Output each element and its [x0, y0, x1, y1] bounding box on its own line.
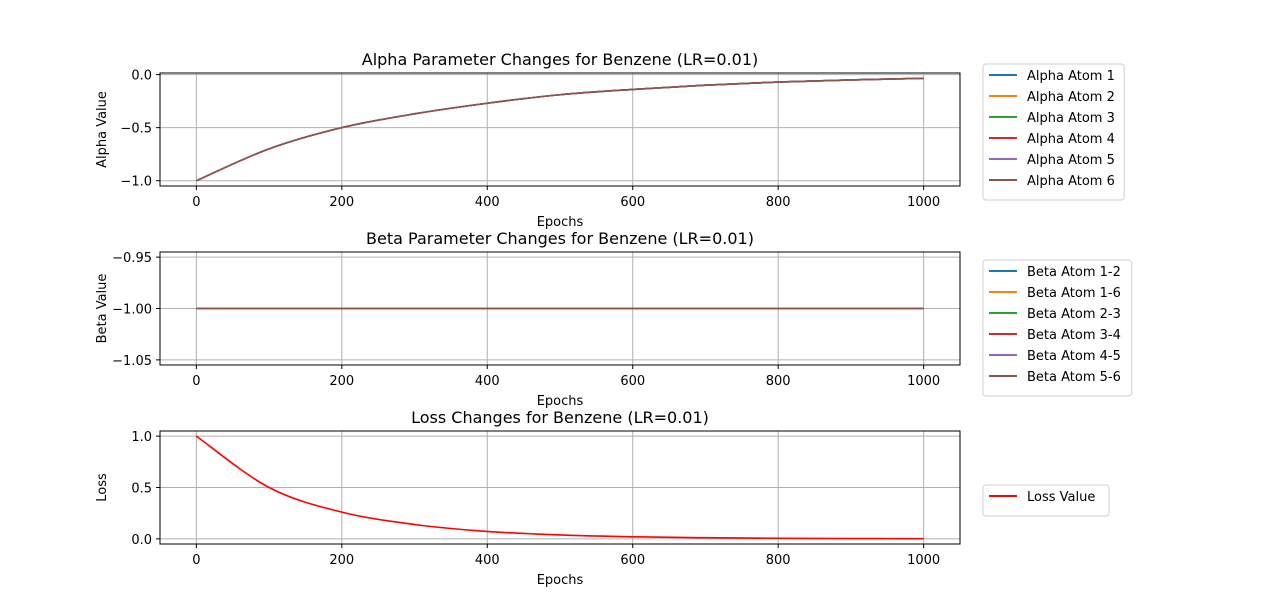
subplot-3: 0 200 400 600 800 1000 1.0 0.5 0.0 Loss Changes f… [95, 408, 1110, 588]
x-tick-label: 600 [620, 195, 645, 210]
x-tick-label: 0 [192, 374, 200, 389]
x-tick-label: 600 [620, 553, 645, 568]
legend-box [982, 63, 1125, 201]
legend-item: Alpha Atom 3 [989, 111, 1115, 126]
x-tick-label: 800 [766, 374, 791, 389]
legend-label: Beta Atom 2-3 [1027, 307, 1121, 322]
x-tick-label: 400 [475, 553, 500, 568]
x-tick-label: 200 [329, 553, 354, 568]
y-tick-label: 1.0 [131, 430, 152, 445]
x-tick-label: 800 [766, 553, 791, 568]
legend-label: Alpha Atom 2 [1027, 90, 1115, 105]
legend-item: Loss Value [989, 490, 1095, 505]
x-axis-label: Epochs [537, 215, 584, 230]
chart-title: Loss Changes for Benzene (LR=0.01) [411, 408, 709, 427]
y-tick-label: −0.5 [120, 122, 152, 137]
y-tick-label: −1.0 [120, 175, 152, 190]
legend-item: Alpha Atom 1 [989, 69, 1115, 84]
y-tick-label: −1.00 [112, 303, 152, 318]
x-axis-label: Epochs [537, 394, 584, 409]
axes-frame [159, 72, 961, 187]
legend: Loss Value [982, 484, 1110, 517]
legend-label: Beta Atom 1-6 [1027, 286, 1121, 301]
y-tick-label: 0.0 [131, 69, 152, 84]
legend-label: Beta Atom 5-6 [1027, 370, 1121, 385]
legend-label: Alpha Atom 4 [1027, 132, 1115, 147]
series-line-1 [195, 435, 924, 540]
legend-item: Beta Atom 3-4 [989, 328, 1121, 343]
x-tick-label: 1000 [907, 374, 940, 389]
legend-item: Alpha Atom 2 [989, 90, 1115, 105]
series-line-6 [196, 77, 924, 182]
legend-item: Alpha Atom 5 [989, 153, 1115, 168]
y-tick-label: −1.05 [112, 354, 152, 369]
legend-item: Beta Atom 1-2 [989, 265, 1121, 280]
y-tick-label: 0.5 [131, 482, 152, 497]
y-tick-label: 0.0 [131, 533, 152, 548]
legend-label: Beta Atom 4-5 [1027, 349, 1121, 364]
legend-label: Alpha Atom 6 [1027, 174, 1115, 189]
x-tick-label: 0 [192, 195, 200, 210]
x-axis-label: Epochs [537, 573, 584, 588]
legend-label: Alpha Atom 3 [1027, 111, 1115, 126]
x-tick-label: 400 [475, 374, 500, 389]
x-tick-label: 800 [766, 195, 791, 210]
legend-item: Alpha Atom 4 [989, 132, 1115, 147]
chart-title: Alpha Parameter Changes for Benzene (LR=… [362, 50, 759, 69]
legend: Beta Atom 1-2 Beta Atom 1-6 Beta Atom 2-3 B… [982, 259, 1133, 397]
legend: Alpha Atom 1 Alpha Atom 2 Alpha Atom 3 Alph… [982, 63, 1125, 201]
y-tick-label: −0.95 [112, 251, 152, 266]
y-axis-label: Loss [95, 473, 110, 502]
legend-box [982, 484, 1110, 517]
legend-item: Beta Atom 4-5 [989, 349, 1121, 364]
legend-label: Loss Value [1027, 490, 1095, 505]
legend-item: Beta Atom 1-6 [989, 286, 1121, 301]
x-tick-label: 0 [192, 553, 200, 568]
x-tick-label: 1000 [907, 195, 940, 210]
x-tick-label: 400 [475, 195, 500, 210]
x-tick-label: 200 [329, 195, 354, 210]
subplot-1: 0 200 400 600 800 1000 0.0 −0.5 −1.0 Alpha Parame… [95, 50, 1125, 230]
x-tick-label: 600 [620, 374, 645, 389]
legend-label: Alpha Atom 1 [1027, 69, 1115, 84]
legend-label: Beta Atom 1-2 [1027, 265, 1121, 280]
legend-label: Beta Atom 3-4 [1027, 328, 1121, 343]
legend-box [982, 259, 1133, 397]
subplot-2: 0 200 400 600 800 1000 −0.95 −1.00 −1.05 Beta Par… [95, 229, 1133, 409]
legend-label: Alpha Atom 5 [1027, 153, 1115, 168]
y-axis-label: Beta Value [95, 274, 110, 344]
chart-title: Beta Parameter Changes for Benzene (LR=0… [366, 229, 754, 248]
legend-item: Beta Atom 2-3 [989, 307, 1121, 322]
x-tick-label: 200 [329, 374, 354, 389]
x-tick-label: 1000 [907, 553, 940, 568]
legend-item: Beta Atom 5-6 [989, 370, 1121, 385]
legend-item: Alpha Atom 6 [989, 174, 1115, 189]
y-axis-label: Alpha Value [95, 91, 110, 168]
